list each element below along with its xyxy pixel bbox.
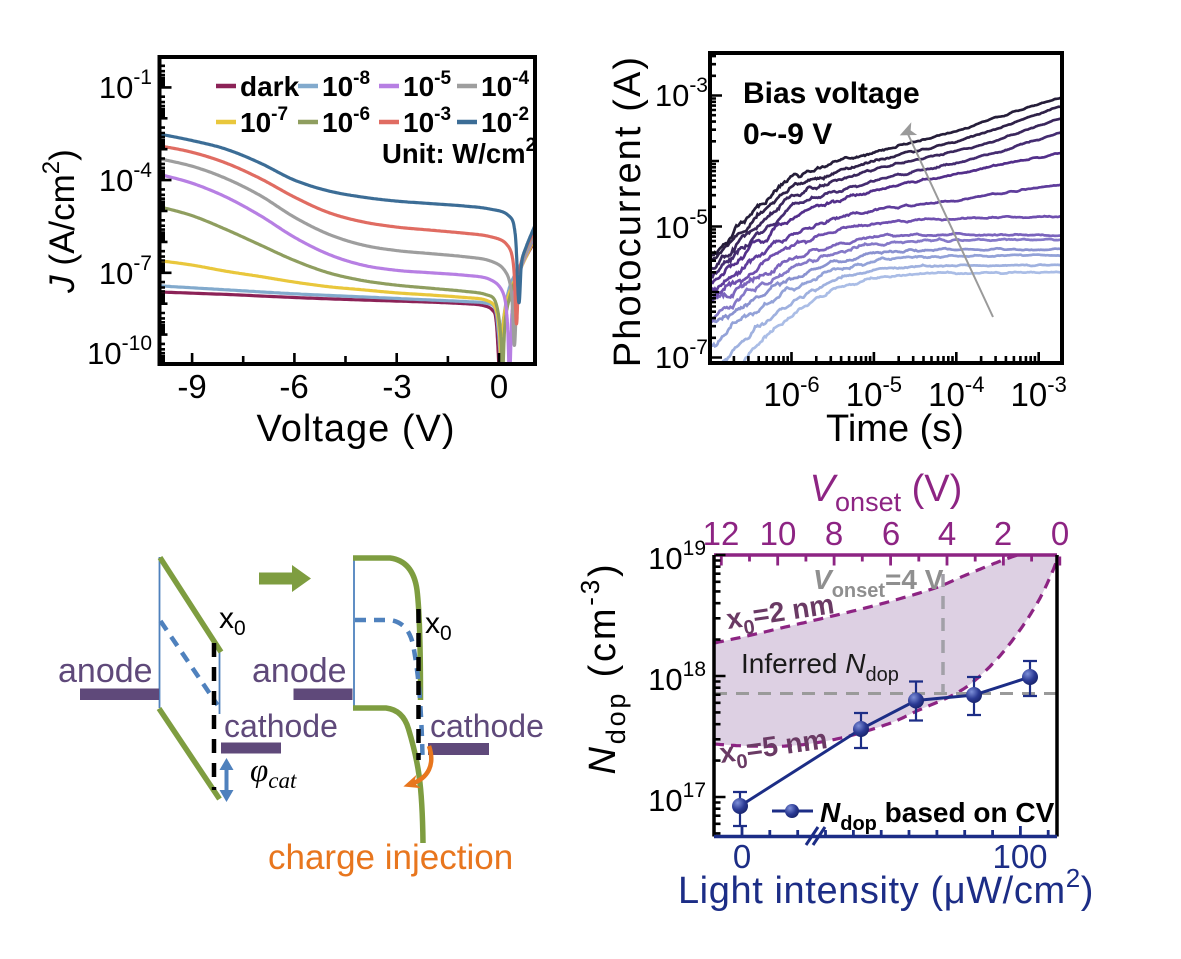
svg-text:Ndop (cm-3): Ndop (cm-3) xyxy=(575,562,631,775)
svg-text:10-3: 10-3 xyxy=(1011,372,1067,413)
svg-text:0: 0 xyxy=(490,368,508,405)
svg-text:1018: 1018 xyxy=(648,658,706,697)
svg-text:0: 0 xyxy=(1051,515,1069,552)
svg-text:-9: -9 xyxy=(177,368,206,405)
svg-text:6: 6 xyxy=(882,515,900,552)
svg-text:4: 4 xyxy=(938,515,956,552)
svg-text:Light intensity (μW/cm2): Light intensity (μW/cm2) xyxy=(678,863,1094,912)
svg-text:Unit: W/cm2: Unit: W/cm2 xyxy=(382,135,536,169)
svg-text:Time (s): Time (s) xyxy=(826,408,964,450)
svg-text:Vonset (V): Vonset (V) xyxy=(810,468,963,517)
svg-text:cathode: cathode xyxy=(430,708,544,744)
svg-text:0~-9 V: 0~-9 V xyxy=(743,118,832,151)
svg-text:Photocurrent (A): Photocurrent (A) xyxy=(607,55,649,367)
svg-text:-3: -3 xyxy=(382,368,411,405)
svg-text:-6: -6 xyxy=(279,368,308,405)
svg-text:anode: anode xyxy=(252,652,347,690)
svg-text:0: 0 xyxy=(733,838,751,875)
svg-text:Vonset=4 V: Vonset=4 V xyxy=(813,564,944,602)
svg-text:1017: 1017 xyxy=(648,779,706,818)
svg-text:8: 8 xyxy=(825,515,843,552)
svg-text:100: 100 xyxy=(992,838,1047,875)
svg-text:12: 12 xyxy=(703,515,740,552)
svg-text:charge injection: charge injection xyxy=(268,838,513,877)
svg-text:anode: anode xyxy=(58,652,153,690)
svg-text:Voltage (V): Voltage (V) xyxy=(257,408,456,450)
svg-text:Ndop based on CV: Ndop based on CV xyxy=(820,797,1055,835)
svg-text:10-1: 10-1 xyxy=(99,66,152,105)
svg-text:10: 10 xyxy=(760,515,797,552)
svg-text:cathode: cathode xyxy=(224,708,338,744)
svg-text:dark: dark xyxy=(240,71,300,102)
svg-text:Bias voltage: Bias voltage xyxy=(743,77,920,110)
svg-text:2: 2 xyxy=(994,515,1012,552)
